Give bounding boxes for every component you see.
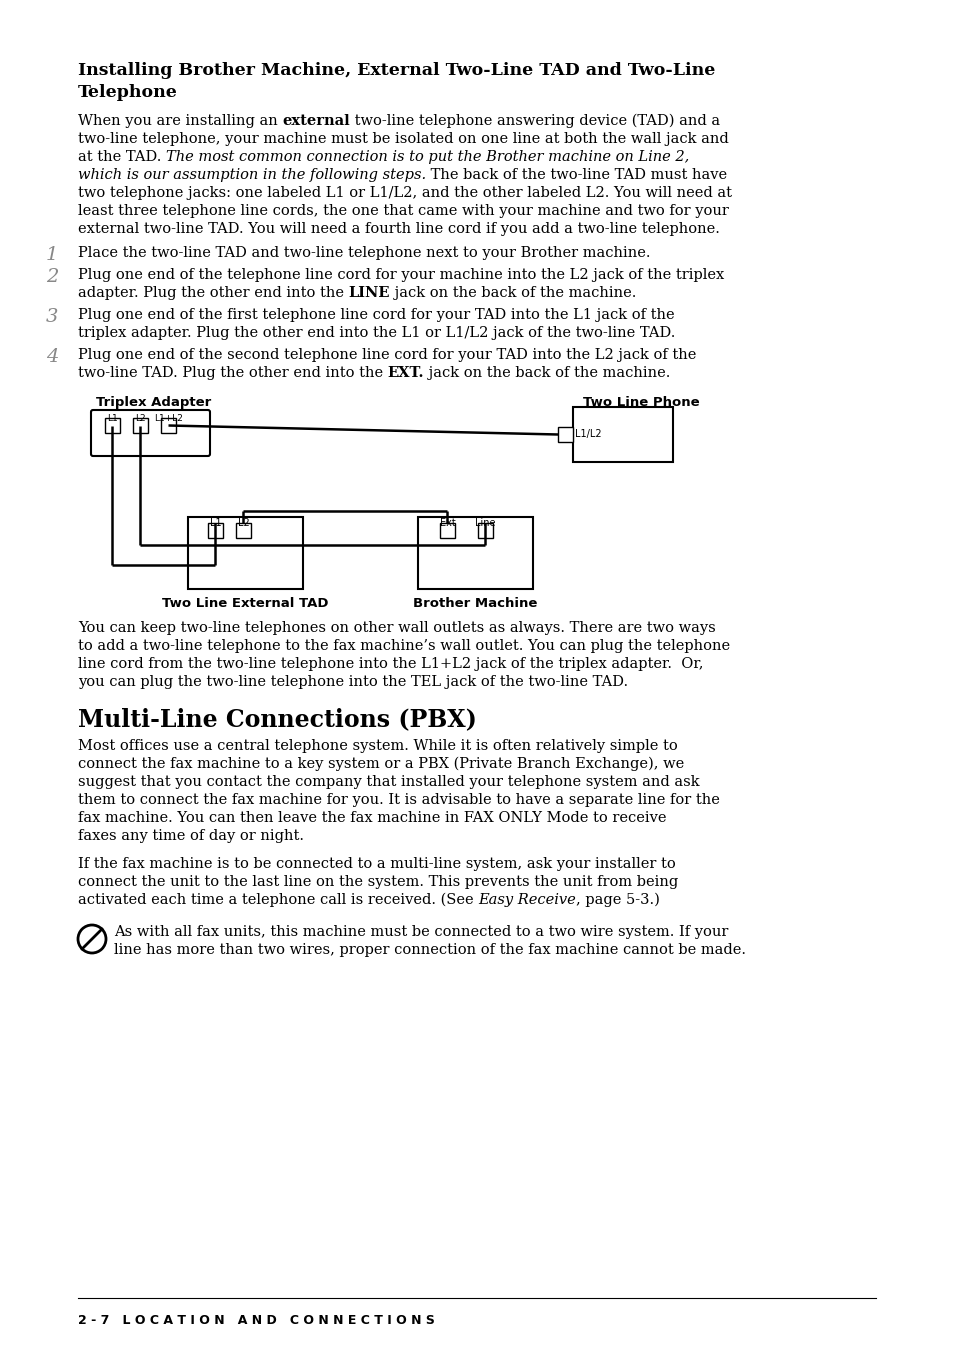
Text: Multi-Line Connections (PBX): Multi-Line Connections (PBX) xyxy=(78,707,476,731)
Text: When you are installing an: When you are installing an xyxy=(78,114,282,128)
Text: two telephone jacks: one labeled L1 or L1/L2, and the other labeled L2. You will: two telephone jacks: one labeled L1 or L… xyxy=(78,187,731,200)
Bar xyxy=(132,418,148,433)
Bar xyxy=(417,516,533,589)
Text: two-line telephone, your machine must be isolated on one line at both the wall j: two-line telephone, your machine must be… xyxy=(78,132,728,146)
Text: EXT.: EXT. xyxy=(387,366,424,380)
Text: L2: L2 xyxy=(237,518,249,529)
Text: Telephone: Telephone xyxy=(78,84,177,101)
Text: external: external xyxy=(282,114,350,128)
Text: L1: L1 xyxy=(210,518,221,529)
Bar xyxy=(188,516,303,589)
Text: 2: 2 xyxy=(46,268,58,287)
Text: connect the unit to the last line on the system. This prevents the unit from bei: connect the unit to the last line on the… xyxy=(78,875,678,890)
Text: L2: L2 xyxy=(135,414,146,423)
Text: 2 - 7   L O C A T I O N   A N D   C O N N E C T I O N S: 2 - 7 L O C A T I O N A N D C O N N E C … xyxy=(78,1314,435,1328)
Text: Ext: Ext xyxy=(439,518,455,529)
Text: Easy Receive: Easy Receive xyxy=(477,894,576,907)
Text: L1+L2: L1+L2 xyxy=(153,414,183,423)
Text: If the fax machine is to be connected to a multi-line system, ask your installer: If the fax machine is to be connected to… xyxy=(78,857,675,871)
Bar xyxy=(235,523,251,538)
Text: triplex adapter. Plug the other end into the L1 or L1/L2 jack of the two-line TA: triplex adapter. Plug the other end into… xyxy=(78,326,675,339)
Text: Installing Brother Machine, External Two-Line TAD and Two-Line: Installing Brother Machine, External Two… xyxy=(78,62,715,78)
Text: L1/L2: L1/L2 xyxy=(575,430,601,439)
Bar xyxy=(477,523,493,538)
Text: adapter. Plug the other end into the: adapter. Plug the other end into the xyxy=(78,287,348,300)
Text: Plug one end of the first telephone line cord for your TAD into the L1 jack of t: Plug one end of the first telephone line… xyxy=(78,308,674,322)
Text: The most common connection is to put the Brother machine on Line 2,: The most common connection is to put the… xyxy=(166,150,688,164)
Text: You can keep two-line telephones on other wall outlets as always. There are two : You can keep two-line telephones on othe… xyxy=(78,621,715,635)
Text: As with all fax units, this machine must be connected to a two wire system. If y: As with all fax units, this machine must… xyxy=(113,925,727,940)
Text: line cord from the two-line telephone into the L1+L2 jack of the triplex adapter: line cord from the two-line telephone in… xyxy=(78,657,702,671)
Text: , page 5-3.): , page 5-3.) xyxy=(576,894,659,907)
Text: 3: 3 xyxy=(46,308,58,326)
Bar xyxy=(558,427,573,442)
Text: Line: Line xyxy=(475,518,496,529)
Text: least three telephone line cords, the one that came with your machine and two fo: least three telephone line cords, the on… xyxy=(78,204,728,218)
Text: at the TAD.: at the TAD. xyxy=(78,150,166,164)
Text: connect the fax machine to a key system or a PBX (Private Branch Exchange), we: connect the fax machine to a key system … xyxy=(78,757,683,772)
Text: suggest that you contact the company that installed your telephone system and as: suggest that you contact the company tha… xyxy=(78,775,699,790)
Bar xyxy=(573,407,672,462)
Text: which is our assumption in the following steps.: which is our assumption in the following… xyxy=(78,168,426,183)
Bar xyxy=(161,418,175,433)
Text: 1: 1 xyxy=(46,246,58,264)
Text: Two Line External TAD: Two Line External TAD xyxy=(162,598,329,610)
FancyBboxPatch shape xyxy=(91,410,210,456)
Text: The back of the two-line TAD must have: The back of the two-line TAD must have xyxy=(426,168,726,183)
Text: L1: L1 xyxy=(107,414,118,423)
Text: faxes any time of day or night.: faxes any time of day or night. xyxy=(78,829,304,844)
Text: you can plug the two-line telephone into the TEL jack of the two-line TAD.: you can plug the two-line telephone into… xyxy=(78,675,627,690)
Text: line has more than two wires, proper connection of the fax machine cannot be mad: line has more than two wires, proper con… xyxy=(113,942,745,957)
Text: two-line TAD. Plug the other end into the: two-line TAD. Plug the other end into th… xyxy=(78,366,387,380)
Bar xyxy=(105,418,120,433)
Text: jack on the back of the machine.: jack on the back of the machine. xyxy=(390,287,636,300)
Text: Brother Machine: Brother Machine xyxy=(413,598,537,610)
Text: to add a two-line telephone to the fax machine’s wall outlet. You can plug the t: to add a two-line telephone to the fax m… xyxy=(78,639,729,653)
Text: Triplex Adapter: Triplex Adapter xyxy=(96,396,211,410)
Text: Most offices use a central telephone system. While it is often relatively simple: Most offices use a central telephone sys… xyxy=(78,740,677,753)
Text: them to connect the fax machine for you. It is advisable to have a separate line: them to connect the fax machine for you.… xyxy=(78,794,720,807)
Text: external two-line TAD. You will need a fourth line cord if you add a two-line te: external two-line TAD. You will need a f… xyxy=(78,222,720,237)
Text: LINE: LINE xyxy=(348,287,390,300)
Text: Plug one end of the telephone line cord for your machine into the L2 jack of the: Plug one end of the telephone line cord … xyxy=(78,268,723,283)
Text: Plug one end of the second telephone line cord for your TAD into the L2 jack of : Plug one end of the second telephone lin… xyxy=(78,347,696,362)
Bar xyxy=(439,523,455,538)
Text: Two Line Phone: Two Line Phone xyxy=(582,396,699,410)
Text: two-line telephone answering device (TAD) and a: two-line telephone answering device (TAD… xyxy=(350,114,720,128)
Text: jack on the back of the machine.: jack on the back of the machine. xyxy=(424,366,670,380)
Text: fax machine. You can then leave the fax machine in FAX ONLY Mode to receive: fax machine. You can then leave the fax … xyxy=(78,811,666,825)
Text: Place the two-line TAD and two-line telephone next to your Brother machine.: Place the two-line TAD and two-line tele… xyxy=(78,246,650,260)
Text: 4: 4 xyxy=(46,347,58,366)
Bar xyxy=(208,523,223,538)
Text: activated each time a telephone call is received. (See: activated each time a telephone call is … xyxy=(78,894,477,907)
